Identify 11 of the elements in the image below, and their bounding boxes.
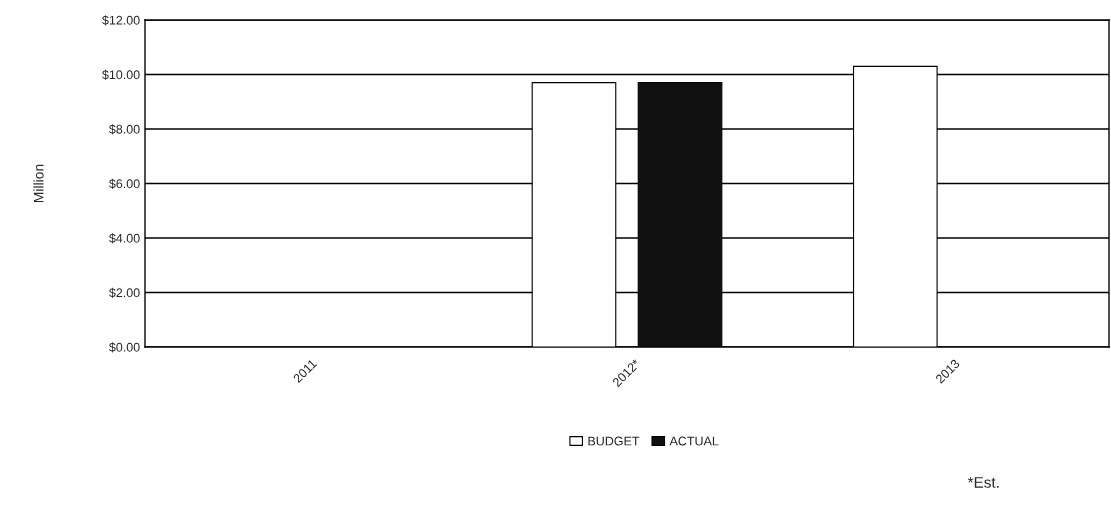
text: *Est. [967,477,999,488]
legend-label: BUDGET [588,436,640,446]
y-tick-label: $10.00 [102,69,140,80]
y-tick-label: $8.00 [109,124,140,135]
y-tick-label: $4.00 [109,233,140,244]
y-tick-label: $12.00 [102,15,140,26]
y-tick-label: $2.00 [109,287,140,298]
y-tick-label: $0.00 [109,342,140,353]
y-tick-label: $6.00 [109,178,140,189]
legend-label: ACTUAL [669,436,719,446]
y-axis-title: Million [33,164,44,203]
